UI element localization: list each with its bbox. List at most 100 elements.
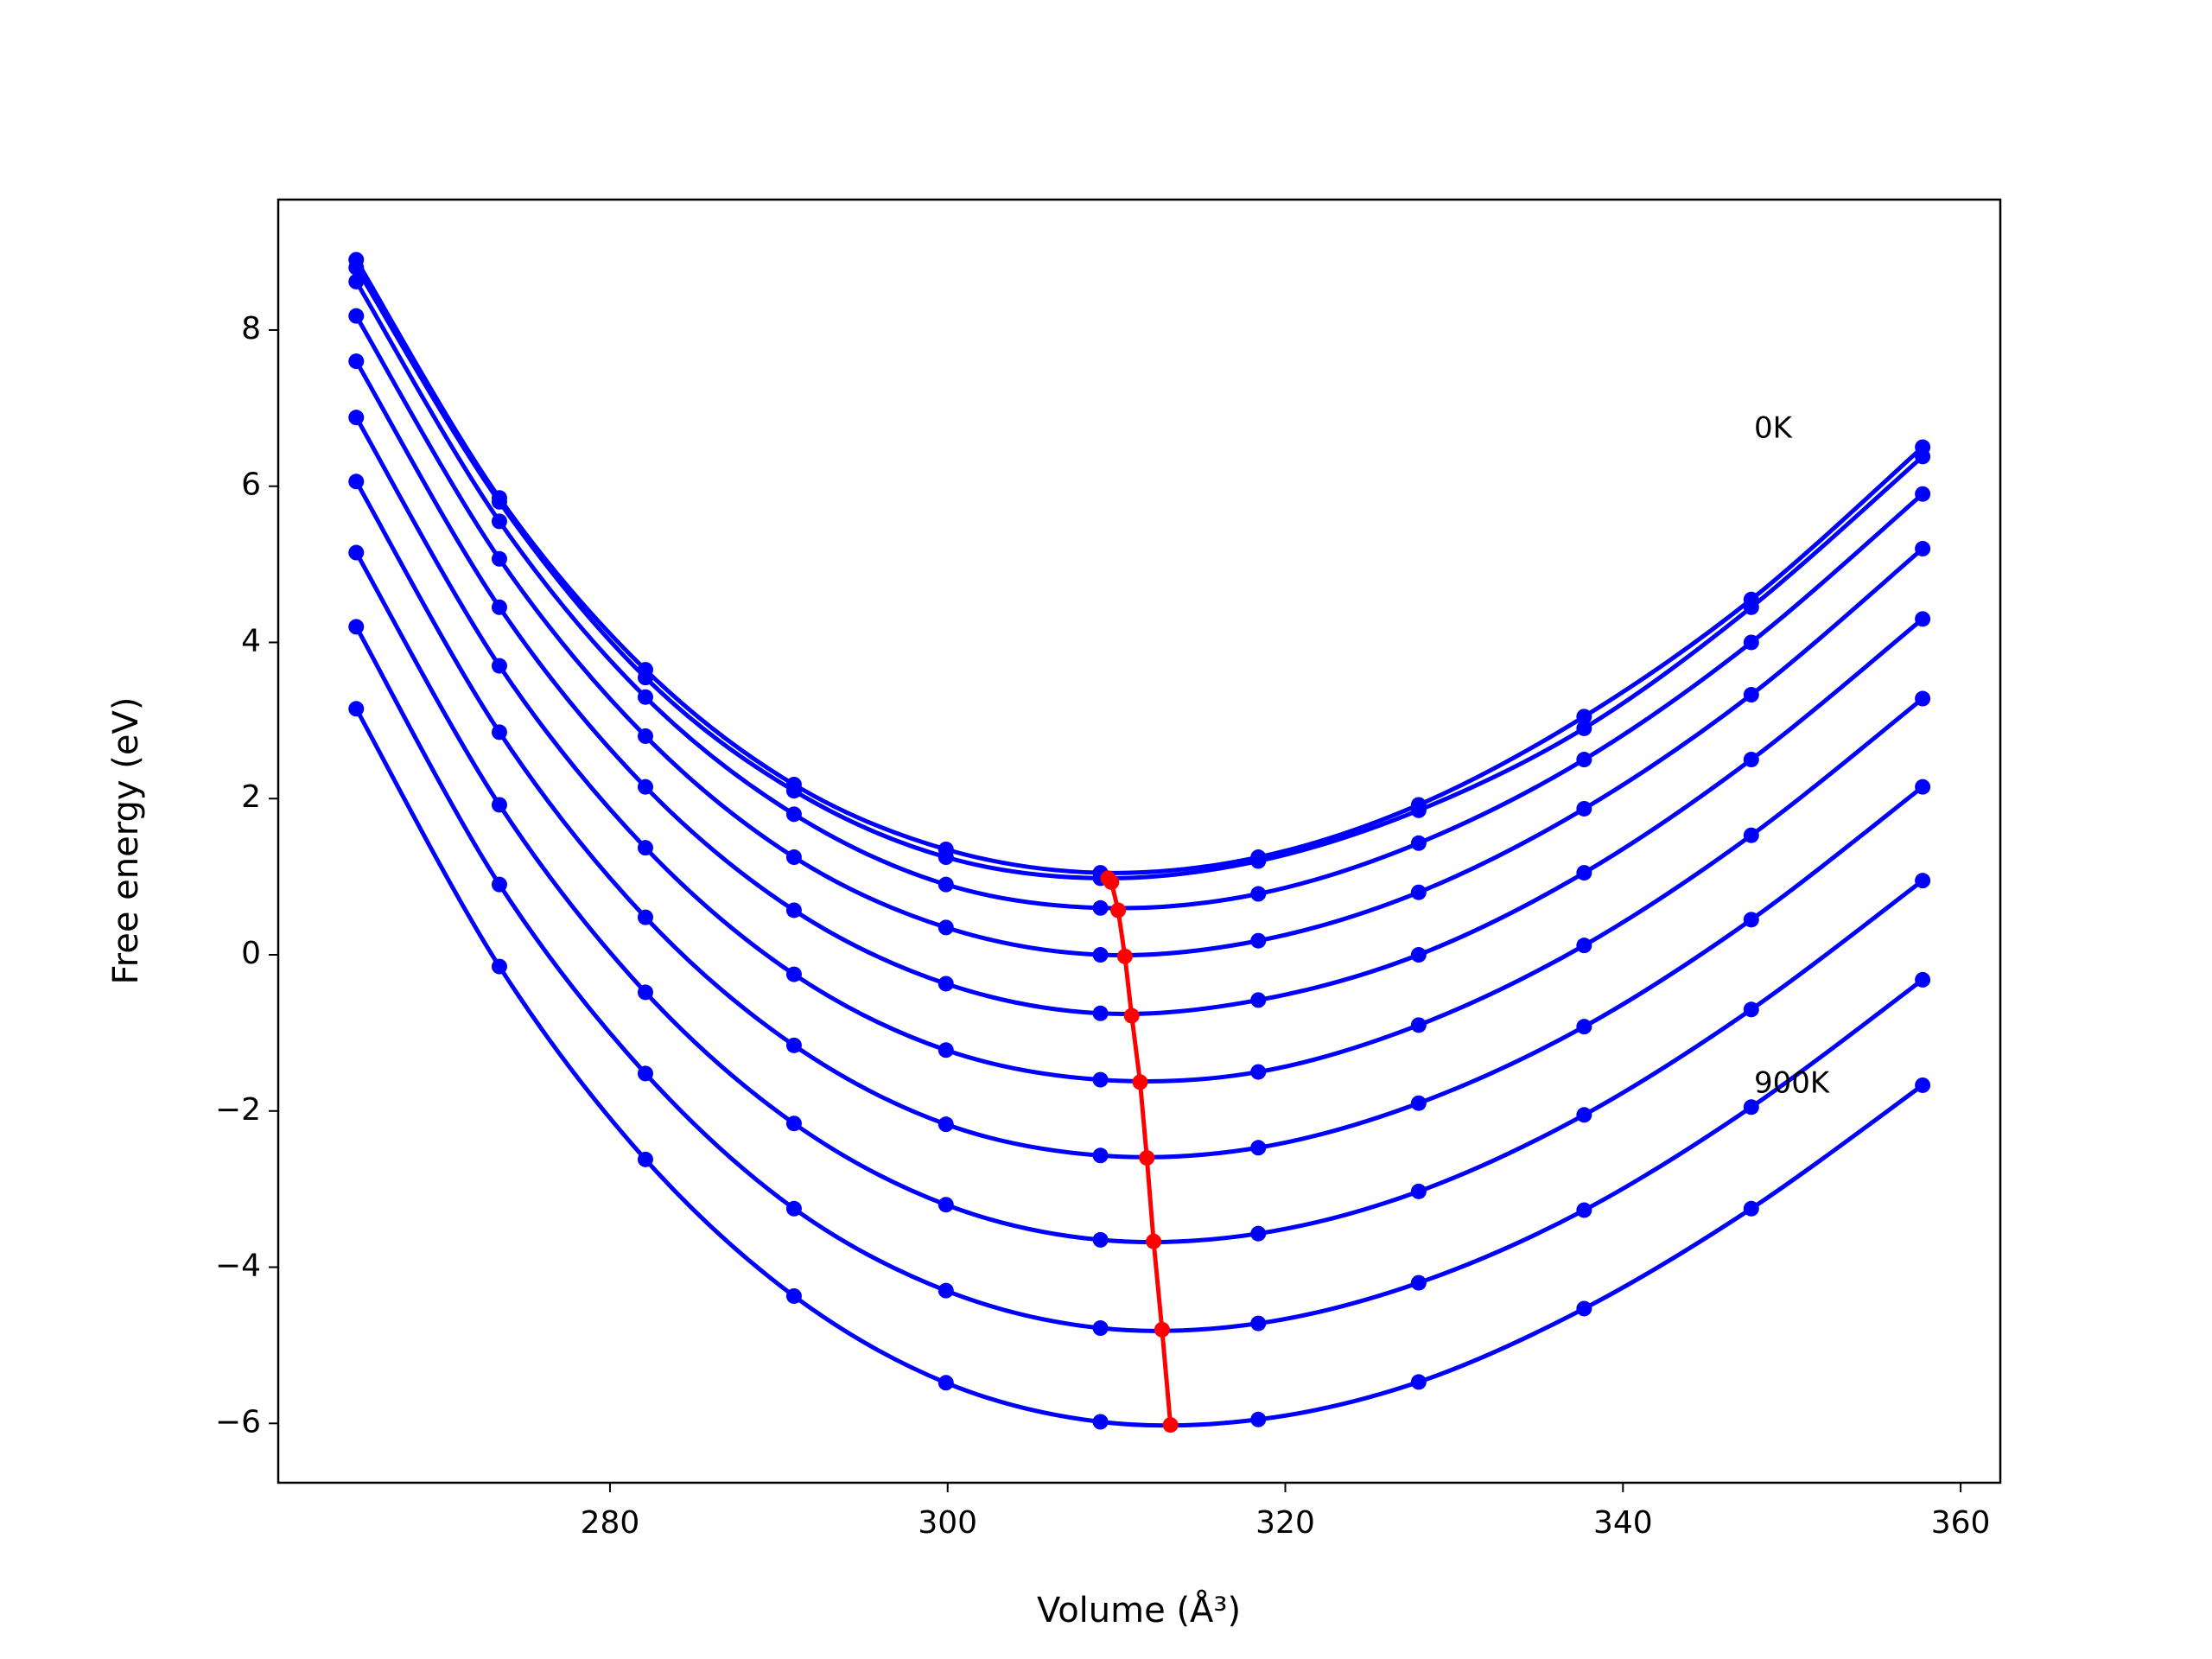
point [1576, 709, 1592, 725]
point [1123, 1007, 1140, 1024]
point [348, 701, 365, 717]
point [1576, 1019, 1592, 1035]
point [637, 689, 653, 705]
point [938, 976, 954, 992]
point [491, 550, 507, 567]
point [637, 1065, 653, 1082]
point [1154, 1321, 1170, 1338]
point [1092, 1071, 1109, 1088]
series-line [354, 480, 1924, 1160]
y-tick-label: 0 [241, 936, 261, 971]
point [938, 1197, 954, 1213]
point [1915, 873, 1931, 889]
series-line [354, 626, 1924, 1333]
point [348, 410, 365, 426]
point [1743, 1200, 1759, 1217]
point [1250, 1140, 1267, 1156]
point [1576, 1300, 1592, 1317]
point [1743, 634, 1759, 651]
point [1915, 486, 1931, 502]
point [491, 493, 507, 510]
point [1410, 1095, 1427, 1111]
point [1743, 1001, 1759, 1018]
point [1092, 947, 1109, 963]
point [938, 876, 954, 893]
point [1410, 884, 1427, 900]
point [1576, 1107, 1592, 1123]
point [491, 724, 507, 741]
point [1092, 1147, 1109, 1164]
point [1743, 752, 1759, 768]
y-tick-label: −6 [215, 1404, 261, 1440]
point [1410, 1017, 1427, 1033]
point [1743, 599, 1759, 615]
series-line [354, 416, 1924, 1084]
point [785, 783, 802, 799]
y-axis-label: Free energy (eV) [106, 697, 146, 985]
point [1743, 687, 1759, 703]
point [1092, 1231, 1109, 1248]
point [1250, 932, 1267, 949]
point [637, 728, 653, 744]
y-tick-label: 2 [241, 779, 261, 815]
y-tick-label: 4 [241, 623, 261, 658]
point [348, 619, 365, 635]
point [785, 902, 802, 918]
point [1250, 1225, 1267, 1242]
point [1915, 448, 1931, 465]
point [637, 909, 653, 925]
series-line [354, 280, 1924, 911]
point [785, 1200, 802, 1217]
point [1410, 1183, 1427, 1199]
point [1410, 1374, 1427, 1390]
point [1743, 827, 1759, 843]
point [637, 1151, 653, 1167]
point [938, 849, 954, 866]
point [1743, 1099, 1759, 1116]
x-tick-label: 340 [1593, 1505, 1653, 1541]
point [1915, 779, 1931, 795]
point [491, 876, 507, 893]
point [1250, 853, 1267, 869]
point [1576, 1202, 1592, 1218]
point [1250, 1064, 1267, 1080]
point [1250, 992, 1267, 1008]
y-tick-label: −2 [215, 1092, 261, 1128]
series-line [354, 315, 1924, 958]
point [491, 599, 507, 615]
point [348, 353, 365, 370]
point [785, 1037, 802, 1053]
plot-frame [276, 198, 2002, 1484]
y-tick-label: −4 [215, 1249, 261, 1284]
point [1576, 752, 1592, 768]
point [348, 273, 365, 289]
point [938, 1042, 954, 1058]
point [1092, 1320, 1109, 1337]
point [938, 919, 954, 936]
point [1743, 912, 1759, 928]
point [1576, 800, 1592, 817]
point [637, 840, 653, 856]
point [491, 658, 507, 674]
point [1410, 802, 1427, 818]
x-tick-label: 360 [1931, 1505, 1991, 1541]
x-tick-label: 320 [1255, 1505, 1315, 1541]
point [637, 984, 653, 1001]
point [1410, 835, 1427, 851]
point [1250, 1411, 1267, 1427]
point [1410, 947, 1427, 963]
series-line [354, 708, 1924, 1428]
point [1410, 1274, 1427, 1291]
series-line [354, 359, 1924, 1017]
point [1103, 874, 1120, 890]
point [1915, 690, 1931, 707]
point [785, 849, 802, 866]
point [1132, 1074, 1148, 1090]
point [785, 806, 802, 823]
y-tick-label: 8 [241, 311, 261, 346]
point [1146, 1233, 1162, 1249]
point [1139, 1150, 1155, 1166]
point [938, 1375, 954, 1391]
point [1915, 611, 1931, 627]
point [1092, 1005, 1109, 1021]
